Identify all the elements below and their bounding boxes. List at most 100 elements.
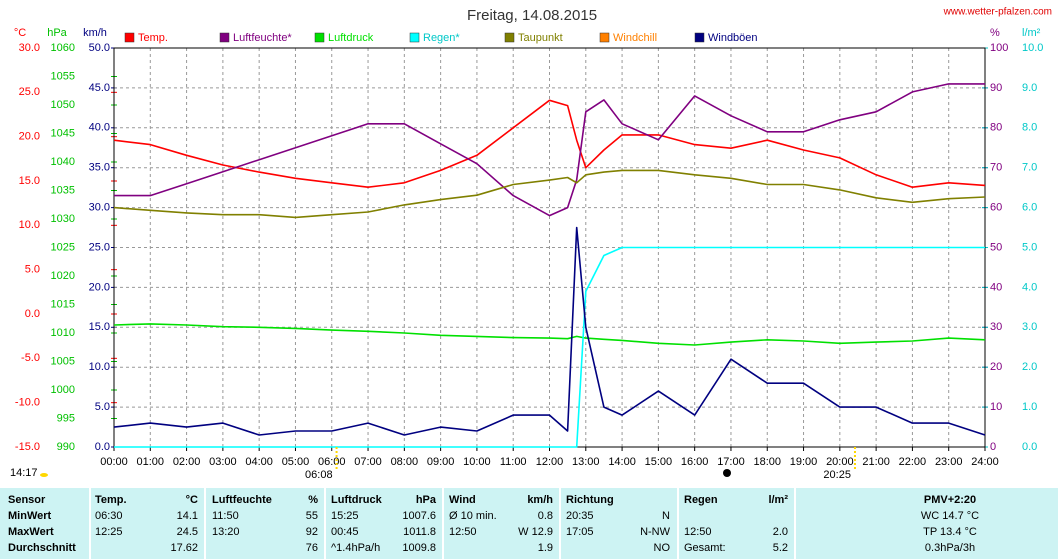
y-tick-label: 5.0: [25, 264, 40, 276]
x-tick-label: 07:00: [354, 456, 382, 468]
y-tick-label: 50.0: [89, 42, 110, 54]
legend-swatch: [599, 32, 610, 43]
y-tick-label: 30.0: [19, 42, 40, 54]
y-tick-label: 0.0: [25, 308, 40, 320]
chart-title: Freitag, 14.08.2015: [467, 7, 597, 24]
table-cell: 06:30: [95, 510, 123, 522]
table-cell: 1009.8: [402, 542, 436, 554]
y-tick-label: 1025: [51, 241, 75, 253]
table-cell: 0.3hPa/3h: [925, 542, 975, 554]
table-cell: TP 13.4 °C: [923, 526, 977, 538]
y-tick-label: 1035: [51, 184, 75, 196]
y-tick-label: 80: [990, 122, 1002, 134]
table-cell: 24.5: [177, 526, 198, 538]
y-tick-label: 10.0: [89, 361, 110, 373]
x-tick-label: 17:00: [717, 456, 745, 468]
table-cell: 1007.6: [402, 510, 436, 522]
series-line: [113, 99, 986, 188]
y-tick-label: 25.0: [89, 241, 110, 253]
y-tick-label: 1.0: [1022, 401, 1037, 413]
table-cell: Ø 10 min.: [449, 510, 497, 522]
table-cell: 12:25: [95, 526, 123, 538]
table-cell: NO: [654, 542, 671, 554]
x-tick-label: 09:00: [427, 456, 455, 468]
x-tick-label: 00:00: [100, 456, 128, 468]
table-cell: 5.2: [773, 542, 788, 554]
y-tick-label: 15.0: [89, 321, 110, 333]
table-cell: 17:05: [566, 526, 594, 538]
y-tick-label: -15.0: [15, 441, 40, 453]
source: www.wetter-pfalzen.com: [943, 7, 1052, 18]
axis-unit: °C: [14, 27, 26, 39]
y-tick-label: 50: [990, 241, 1002, 253]
legend-label: Windchill: [613, 32, 657, 44]
table-cell: °C: [186, 494, 198, 506]
y-tick-label: 30.0: [89, 202, 110, 214]
y-tick-label: 45.0: [89, 82, 110, 94]
table-cell: 55: [306, 510, 318, 522]
table-cell: 17.62: [170, 542, 198, 554]
legend-swatch: [124, 32, 135, 43]
series-line: [114, 246, 985, 448]
table-cell: 15:25: [331, 510, 359, 522]
x-tick-label: 22:00: [899, 456, 927, 468]
table-cell: PMV+2:20: [924, 494, 976, 506]
y-tick-label: 4.0: [1022, 281, 1037, 293]
x-tick-label: 21:00: [862, 456, 890, 468]
x-tick-label: 15:00: [645, 456, 673, 468]
x-tick-label: 01:00: [137, 456, 165, 468]
table-cell: Wind: [449, 494, 476, 506]
legend-swatch: [694, 32, 705, 43]
sun-icon: [40, 473, 48, 477]
x-tick-label: 05:00: [282, 456, 310, 468]
y-tick-label: 1020: [51, 270, 75, 282]
y-tick-label: 8.0: [1022, 122, 1037, 134]
y-tick-label: 90: [990, 82, 1002, 94]
series-line: [113, 226, 986, 436]
annotation: 14:17: [10, 467, 38, 479]
y-tick-label: 1055: [51, 70, 75, 82]
table-cell: km/h: [527, 494, 553, 506]
y-tick-label: 0: [990, 441, 996, 453]
x-tick-label: 03:00: [209, 456, 237, 468]
legend-swatch: [314, 32, 325, 43]
x-tick-label: 13:00: [572, 456, 600, 468]
x-tick-label: 20:00: [826, 456, 854, 468]
y-tick-label: 40.0: [89, 122, 110, 134]
y-tick-label: 1040: [51, 156, 75, 168]
table-cell: ^1.4hPa/h: [331, 542, 380, 554]
y-tick-label: 70: [990, 162, 1002, 174]
y-tick-label: 0.0: [95, 441, 110, 453]
y-tick-label: 3.0: [1022, 321, 1037, 333]
legend-label: Luftfeuchte*: [233, 32, 292, 44]
y-tick-label: 7.0: [1022, 162, 1037, 174]
table-cell: N: [662, 510, 670, 522]
annotation: 06:08: [305, 469, 333, 481]
y-tick-label: 1050: [51, 99, 75, 111]
table-cell: 11:50: [212, 510, 239, 522]
y-tick-label: 1045: [51, 127, 75, 139]
x-tick-label: 19:00: [790, 456, 818, 468]
table-cell: 92: [306, 526, 318, 538]
x-tick-label: 14:00: [608, 456, 636, 468]
table-cell: l/m²: [768, 494, 788, 506]
table-cell: 0.8: [538, 510, 553, 522]
y-tick-label: 1010: [51, 327, 75, 339]
y-tick-label: 20.0: [89, 281, 110, 293]
table-cell: Sensor: [8, 494, 46, 506]
table-cell: N-NW: [640, 526, 671, 538]
y-tick-label: -5.0: [21, 352, 40, 364]
x-tick-label: 11:00: [500, 456, 527, 468]
legend-label: Luftdruck: [328, 32, 374, 44]
y-tick-label: 10: [990, 401, 1002, 413]
table-cell: hPa: [416, 494, 437, 506]
axis-unit: km/h: [83, 27, 107, 39]
table-cell: W 12.9: [518, 526, 553, 538]
y-tick-label: 1060: [51, 42, 75, 54]
x-tick-label: 16:00: [681, 456, 709, 468]
y-tick-label: 1000: [51, 384, 75, 396]
y-tick-label: 5.0: [95, 401, 110, 413]
y-tick-label: 100: [990, 42, 1008, 54]
x-tick-label: 06:00: [318, 456, 346, 468]
